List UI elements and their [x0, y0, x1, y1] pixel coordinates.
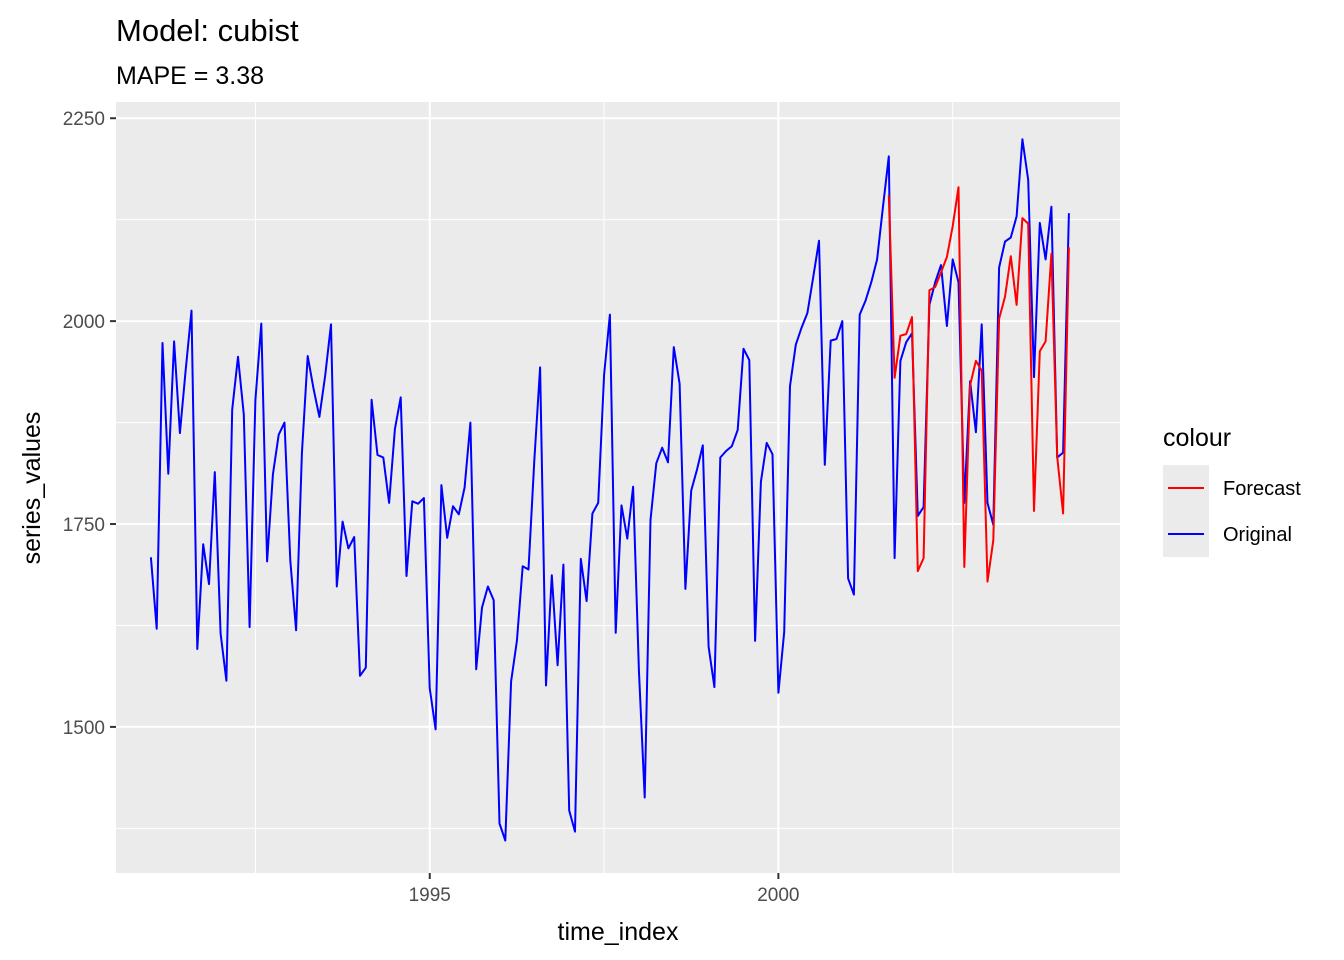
y-axis: 1500 1750 2000 2250 [63, 109, 116, 739]
x-tick-label: 1995 [409, 885, 451, 906]
legend-label-forecast: Forecast [1223, 478, 1301, 500]
series-lines [149, 138, 1070, 842]
y-tick-label: 1750 [63, 515, 105, 536]
x-axis: 1995 2000 [409, 873, 800, 906]
series-line-forecast [887, 186, 1070, 583]
y-tick-label: 2250 [63, 109, 105, 130]
legend-title: colour [1163, 424, 1231, 452]
x-axis-title: time_index [558, 918, 679, 946]
plot-panel [116, 102, 1120, 873]
x-tick-label: 2000 [757, 885, 799, 906]
grid-major [116, 102, 1120, 873]
chart-title: Model: cubist [116, 13, 299, 48]
chart-subtitle: MAPE = 3.38 [116, 62, 264, 90]
legend-label-original: Original [1223, 524, 1292, 546]
y-tick-label: 1500 [63, 718, 105, 739]
y-tick-label: 2000 [63, 312, 105, 333]
y-axis-title: series_values [18, 412, 46, 565]
legend: colour Forecast Original [1163, 424, 1301, 557]
